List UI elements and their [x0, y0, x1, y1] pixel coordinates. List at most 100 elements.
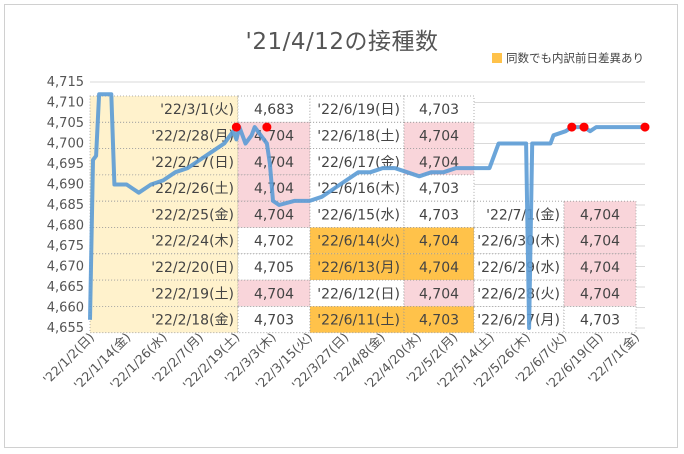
table-label-cell — [473, 305, 565, 334]
table-value: 4,704 — [580, 260, 620, 276]
table-value-cell — [237, 279, 311, 307]
table-value: 4,703 — [419, 313, 459, 329]
legend: 同数でも内訳前日差異あり — [492, 50, 644, 66]
table-value: 4,703 — [419, 207, 459, 223]
legend-swatch — [492, 53, 502, 63]
y-tick-label: 4,670 — [47, 260, 84, 275]
chart-title: '21/4/12の接種数 — [245, 29, 439, 55]
table-value-cell — [563, 253, 637, 281]
y-tick-label: 4,660 — [47, 301, 84, 316]
table-value-cell — [403, 121, 475, 150]
table-label-cell — [309, 148, 405, 176]
table-value-cell — [237, 227, 311, 255]
y-tick-label: 4,710 — [47, 96, 84, 111]
table-value-cell — [403, 305, 475, 334]
red-marker — [262, 122, 272, 132]
table-value: 4,704 — [580, 286, 620, 302]
table-date-label: '22/6/27(月) — [477, 313, 560, 329]
table-date-label: '22/6/17(金) — [317, 155, 400, 171]
table-label-cell — [473, 253, 565, 281]
y-tick-label: 4,700 — [47, 137, 84, 152]
table-value: 4,704 — [254, 207, 294, 223]
table-date-label: '22/2/18(金) — [151, 313, 234, 329]
table-date-label: '22/6/11(土) — [317, 313, 400, 329]
table-value-cell — [237, 305, 311, 334]
table-value: 4,703 — [254, 313, 294, 329]
table-label-cell — [89, 305, 239, 334]
table-label-cell — [309, 174, 405, 202]
table-label-cell — [473, 227, 565, 255]
table-value-cell — [237, 95, 311, 123]
table-value-cell — [563, 200, 637, 228]
table-date-label: '22/6/16(木) — [317, 181, 400, 197]
table-date-label: '22/2/28(月) — [151, 128, 234, 144]
y-tick-label: 4,705 — [47, 116, 84, 131]
table-value: 4,703 — [580, 313, 620, 329]
red-marker — [579, 122, 589, 132]
y-axis: 4,655 4,660 4,665 4,670 4,675 4,680 4,685 4,690… — [47, 75, 84, 336]
table-date-label: '22/6/12(日) — [317, 286, 400, 302]
table-value-cell — [403, 253, 475, 281]
table-date-label: '22/6/29(水) — [477, 260, 560, 276]
table-value: 4,704 — [254, 286, 294, 302]
series-line-path — [88, 92, 645, 330]
table-date-label: '22/6/15(水) — [317, 207, 400, 223]
table-date-label: '22/6/30(木) — [477, 234, 560, 250]
table-label-cell — [89, 200, 239, 228]
table-label-cell — [309, 95, 405, 123]
table-value: 4,705 — [254, 260, 294, 276]
table-label-cell — [309, 227, 405, 255]
table-value: 4,704 — [419, 155, 459, 171]
y-tick-label: 4,680 — [47, 219, 84, 234]
table-value: 4,703 — [419, 181, 459, 197]
y-tick-label: 4,695 — [47, 157, 84, 172]
y-tick-label: 4,675 — [47, 239, 84, 254]
red-marker — [567, 122, 577, 132]
table-value: 4,704 — [254, 155, 294, 171]
table-value: 4,704 — [419, 260, 459, 276]
table-value-cell — [403, 174, 475, 202]
table-date-label: '22/2/26(土) — [151, 181, 234, 197]
red-marker — [640, 122, 650, 132]
table-label-cell — [309, 253, 405, 281]
table-value-cell — [403, 95, 475, 123]
table-value: 4,702 — [254, 234, 294, 250]
table-value-cell — [237, 200, 311, 228]
y-tick-label: 4,690 — [47, 178, 84, 193]
red-markers — [231, 122, 650, 132]
table-value-cell — [563, 305, 637, 334]
table-label-cell — [309, 279, 405, 307]
table-date-label: '22/6/18(土) — [317, 128, 400, 144]
table-value: 4,704 — [580, 207, 620, 223]
table-date-label: '22/7/1(金) — [486, 207, 560, 223]
legend-label: 同数でも内訳前日差異あり — [506, 51, 644, 65]
y-tick-label: 4,685 — [47, 198, 84, 213]
table-value: 4,704 — [580, 234, 620, 250]
table-date-label: '22/6/14(火) — [317, 234, 400, 250]
table-value-cell — [403, 200, 475, 228]
table-value-cell — [563, 279, 637, 307]
table-value: 4,704 — [419, 234, 459, 250]
table-label-cell — [89, 95, 239, 123]
table-date-label: '22/2/20(日) — [151, 260, 234, 276]
table-value: 4,704 — [254, 181, 294, 197]
table-label-cell — [309, 305, 405, 334]
table-label-cell — [473, 279, 565, 307]
table-date-label: '22/6/13(月) — [317, 260, 400, 276]
x-axis: '22/1/2(日)'22/1/14(金)'22/1/26(水)'22/2/7(… — [40, 330, 642, 393]
table-date-label: '22/6/19(日) — [317, 102, 400, 118]
y-tick-label: 4,715 — [47, 75, 84, 90]
table-date-label: '22/3/1(火) — [160, 102, 234, 118]
table-value: 4,683 — [254, 102, 294, 118]
table-date-label: '22/2/19(土) — [151, 286, 234, 302]
red-marker — [231, 122, 241, 132]
table-value: 4,704 — [419, 128, 459, 144]
table-value-cell — [403, 279, 475, 307]
table-date-label: '22/2/25(金) — [151, 207, 234, 223]
table-value: 4,704 — [419, 286, 459, 302]
y-tick-label: 4,655 — [47, 321, 84, 336]
table-value-cell — [403, 227, 475, 255]
series-line — [88, 92, 645, 330]
table-value-cell — [237, 253, 311, 281]
